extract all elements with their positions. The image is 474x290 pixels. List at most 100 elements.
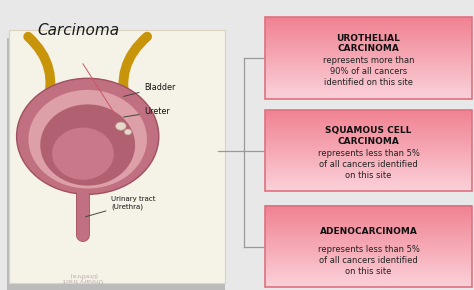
Bar <box>265 164 472 167</box>
Ellipse shape <box>124 129 131 135</box>
FancyArrowPatch shape <box>123 37 147 108</box>
Bar <box>265 72 472 74</box>
Bar <box>265 55 472 58</box>
Bar <box>265 84 472 86</box>
Bar <box>265 138 472 141</box>
Bar <box>265 43 472 46</box>
Bar <box>265 156 472 159</box>
Bar <box>265 258 472 261</box>
Bar <box>265 70 472 72</box>
Text: represents less than 5%
of all cancers identified
on this site: represents less than 5% of all cancers i… <box>318 149 419 180</box>
FancyBboxPatch shape <box>9 30 225 283</box>
Ellipse shape <box>17 78 159 194</box>
Bar <box>265 148 472 151</box>
Bar <box>265 112 472 114</box>
Bar <box>265 185 472 187</box>
Bar <box>265 220 472 222</box>
Text: Bladder: Bladder <box>124 82 176 97</box>
Bar <box>265 142 472 145</box>
Bar <box>265 122 472 124</box>
Text: UROTHELIAL
CARCINOMA: UROTHELIAL CARCINOMA <box>337 34 401 53</box>
Bar <box>265 238 472 240</box>
Bar <box>265 242 472 244</box>
Bar <box>265 82 472 84</box>
Bar <box>265 53 472 56</box>
Bar <box>265 256 472 259</box>
Bar <box>265 252 472 255</box>
Bar <box>265 234 472 236</box>
Bar <box>265 128 472 130</box>
Bar <box>265 47 472 50</box>
Bar <box>265 224 472 226</box>
Text: (Urethra): (Urethra) <box>69 271 97 277</box>
Bar <box>265 270 472 273</box>
Bar <box>265 254 472 257</box>
Bar <box>265 29 472 32</box>
Bar <box>265 132 472 135</box>
Bar <box>265 61 472 64</box>
Bar <box>265 282 472 285</box>
Bar <box>265 94 472 97</box>
Text: ADENOCARCINOMA: ADENOCARCINOMA <box>319 227 418 236</box>
Bar <box>265 226 472 228</box>
Bar <box>265 187 472 189</box>
Bar <box>265 27 472 30</box>
Ellipse shape <box>40 104 135 186</box>
Bar <box>265 76 472 78</box>
Text: Ureter: Ureter <box>124 107 170 117</box>
Bar <box>265 134 472 137</box>
Bar <box>265 205 472 208</box>
Bar <box>265 80 472 82</box>
Bar <box>265 74 472 76</box>
Bar <box>265 64 472 66</box>
Text: Carcinoma: Carcinoma <box>37 23 119 38</box>
Bar <box>265 166 472 169</box>
Bar <box>265 49 472 52</box>
Bar <box>265 272 472 275</box>
Bar <box>265 114 472 116</box>
Bar <box>265 266 472 269</box>
Bar <box>265 160 472 163</box>
Ellipse shape <box>52 128 114 180</box>
Bar <box>265 92 472 95</box>
Bar <box>265 39 472 42</box>
Bar <box>265 144 472 147</box>
Bar <box>265 244 472 246</box>
Bar <box>265 183 472 185</box>
Bar <box>265 181 472 183</box>
Bar <box>265 96 472 99</box>
Bar <box>265 57 472 60</box>
Bar <box>265 177 472 179</box>
Bar <box>265 218 472 220</box>
Bar <box>265 232 472 234</box>
Bar <box>265 246 472 249</box>
Bar <box>265 136 472 139</box>
Bar <box>265 240 472 242</box>
Bar <box>265 68 472 70</box>
Bar <box>265 23 472 26</box>
Bar <box>265 215 472 218</box>
Bar <box>265 209 472 212</box>
Bar <box>265 31 472 34</box>
Bar <box>265 25 472 28</box>
Bar <box>265 168 472 171</box>
Text: Urinary tract
(Urethra): Urinary tract (Urethra) <box>86 196 156 217</box>
Bar <box>265 171 472 173</box>
Bar <box>265 19 472 21</box>
Bar <box>265 280 472 283</box>
Bar <box>265 17 472 19</box>
Bar <box>265 262 472 265</box>
Bar <box>265 33 472 36</box>
Bar <box>265 130 472 133</box>
Bar <box>265 86 472 88</box>
Bar <box>265 248 472 251</box>
Bar <box>265 284 472 287</box>
Bar <box>265 118 472 120</box>
Bar <box>265 126 472 128</box>
Bar <box>265 230 472 232</box>
Bar <box>265 154 472 157</box>
Bar <box>265 88 472 90</box>
Bar <box>265 179 472 181</box>
Bar <box>265 276 472 279</box>
Text: represents more than
90% of all cancers
identified on this site: represents more than 90% of all cancers … <box>323 56 414 87</box>
